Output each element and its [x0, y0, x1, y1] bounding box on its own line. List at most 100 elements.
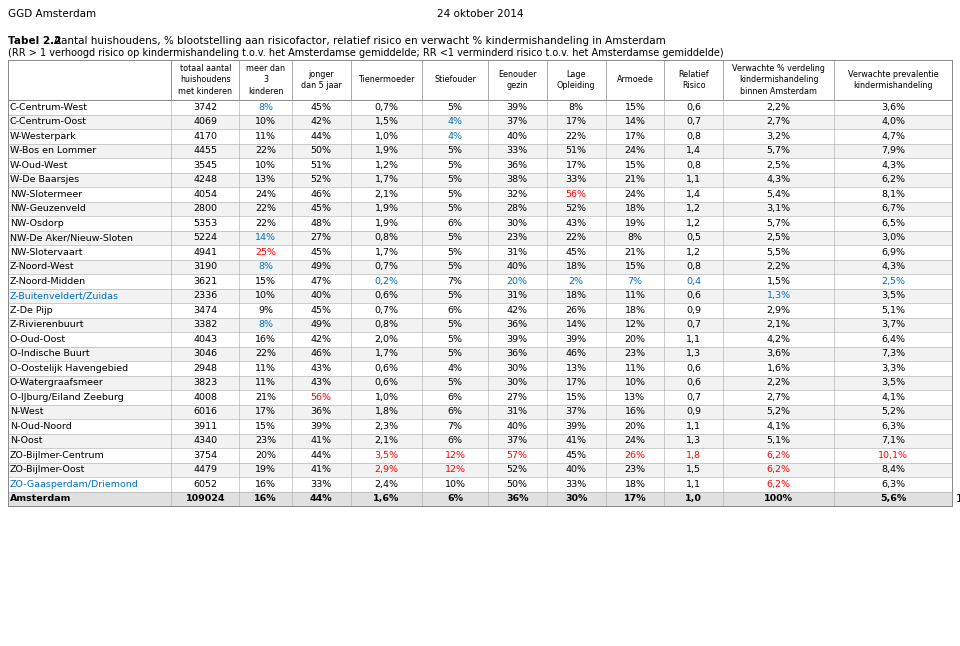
Text: 0,8%: 0,8%: [374, 320, 398, 329]
Text: 1,9%: 1,9%: [374, 219, 398, 228]
Text: 45%: 45%: [311, 103, 331, 112]
Text: 5%: 5%: [447, 248, 463, 256]
Text: 56%: 56%: [565, 190, 587, 199]
Text: 5%: 5%: [447, 204, 463, 213]
Text: 10%: 10%: [255, 118, 276, 126]
Text: 6,2%: 6,2%: [767, 451, 791, 460]
Text: 8%: 8%: [628, 233, 642, 242]
Text: : Aantal huishoudens, % blootstelling aan risicofactor, relatief risico en verwa: : Aantal huishoudens, % blootstelling aa…: [47, 36, 666, 46]
Text: 4043: 4043: [193, 335, 218, 344]
Text: 0,6: 0,6: [686, 379, 701, 387]
Text: 17%: 17%: [565, 118, 587, 126]
Text: 15%: 15%: [624, 161, 645, 170]
Text: Amsterdam: Amsterdam: [10, 494, 71, 503]
Text: 36%: 36%: [507, 349, 528, 359]
Text: 0,4: 0,4: [686, 276, 701, 286]
Text: 22%: 22%: [255, 204, 276, 213]
Text: 2,2%: 2,2%: [767, 262, 791, 271]
Text: 21%: 21%: [255, 393, 276, 402]
Text: 7,9%: 7,9%: [881, 146, 905, 155]
Text: 6%: 6%: [447, 436, 463, 445]
Text: 41%: 41%: [565, 436, 587, 445]
Text: 0,8: 0,8: [686, 262, 701, 271]
Text: 14%: 14%: [565, 320, 587, 329]
Text: 6,3%: 6,3%: [881, 480, 905, 489]
Text: 44%: 44%: [311, 132, 331, 141]
Text: 1,3%: 1,3%: [767, 291, 791, 300]
Text: C-Centrum-West: C-Centrum-West: [10, 103, 88, 112]
Text: 5%: 5%: [447, 233, 463, 242]
Text: 16%: 16%: [624, 407, 645, 416]
Text: 36%: 36%: [507, 161, 528, 170]
Text: 12%: 12%: [444, 465, 466, 474]
Text: 0,2%: 0,2%: [374, 276, 398, 286]
Text: 8%: 8%: [258, 262, 273, 271]
Text: 3742: 3742: [193, 103, 218, 112]
Text: 26%: 26%: [565, 306, 587, 315]
Text: 3,3%: 3,3%: [881, 364, 905, 373]
Text: O-Indische Buurt: O-Indische Buurt: [10, 349, 89, 359]
Text: 3,0%: 3,0%: [881, 233, 905, 242]
Text: 15%: 15%: [255, 422, 276, 431]
Text: 1,8%: 1,8%: [374, 407, 398, 416]
Text: 11%: 11%: [255, 132, 276, 141]
Text: 42%: 42%: [311, 118, 331, 126]
Text: 1,2: 1,2: [686, 204, 701, 213]
Text: O-Watergraafsmeer: O-Watergraafsmeer: [10, 379, 104, 387]
Text: 1,5%: 1,5%: [767, 276, 791, 286]
Text: 4,3%: 4,3%: [767, 175, 791, 184]
Text: 17%: 17%: [255, 407, 276, 416]
Text: 19%: 19%: [624, 219, 645, 228]
Text: 42%: 42%: [311, 335, 331, 344]
Text: 0,7%: 0,7%: [374, 306, 398, 315]
Bar: [8, 187, 952, 202]
Text: 12%: 12%: [444, 451, 466, 460]
Bar: [8, 419, 952, 433]
Text: 30%: 30%: [507, 364, 528, 373]
Text: 1,7%: 1,7%: [374, 349, 398, 359]
Text: 2,1%: 2,1%: [767, 320, 791, 329]
Text: 6016: 6016: [193, 407, 217, 416]
Text: 0,6%: 0,6%: [374, 364, 398, 373]
Text: 6%: 6%: [447, 393, 463, 402]
Text: 2,7%: 2,7%: [767, 393, 791, 402]
Text: 2,1%: 2,1%: [374, 190, 398, 199]
Bar: [8, 361, 952, 375]
Text: 1,6%: 1,6%: [373, 494, 399, 503]
Text: 4,3%: 4,3%: [881, 161, 905, 170]
Text: 2,7%: 2,7%: [767, 118, 791, 126]
Text: 41%: 41%: [311, 436, 331, 445]
Text: 5,7%: 5,7%: [767, 219, 791, 228]
Text: 0,7: 0,7: [686, 118, 701, 126]
Text: 2,0%: 2,0%: [374, 335, 398, 344]
Bar: [8, 332, 952, 346]
Text: 49%: 49%: [311, 262, 331, 271]
Text: 2800: 2800: [193, 204, 217, 213]
Text: 1,2: 1,2: [686, 219, 701, 228]
Text: 11%: 11%: [255, 364, 276, 373]
Text: 2,2%: 2,2%: [767, 103, 791, 112]
Text: 22%: 22%: [255, 219, 276, 228]
Text: 18%: 18%: [624, 480, 645, 489]
Bar: [8, 60, 952, 100]
Text: 4%: 4%: [447, 118, 463, 126]
Text: 6%: 6%: [447, 219, 463, 228]
Text: 4,3%: 4,3%: [881, 262, 905, 271]
Text: 50%: 50%: [311, 146, 331, 155]
Text: 4,2%: 4,2%: [767, 335, 791, 344]
Text: 1,9%: 1,9%: [374, 146, 398, 155]
Text: 45%: 45%: [565, 248, 587, 256]
Text: 3621: 3621: [193, 276, 218, 286]
Text: 23%: 23%: [624, 349, 645, 359]
Text: 22%: 22%: [565, 233, 587, 242]
Text: 20%: 20%: [624, 422, 645, 431]
Text: 24%: 24%: [624, 190, 645, 199]
Text: 1,0%: 1,0%: [374, 393, 398, 402]
Bar: [8, 129, 952, 143]
Bar: [8, 433, 952, 448]
Text: 32%: 32%: [507, 190, 528, 199]
Text: 10%: 10%: [255, 161, 276, 170]
Text: 0,8: 0,8: [686, 132, 701, 141]
Text: 4479: 4479: [193, 465, 217, 474]
Text: 23%: 23%: [255, 436, 276, 445]
